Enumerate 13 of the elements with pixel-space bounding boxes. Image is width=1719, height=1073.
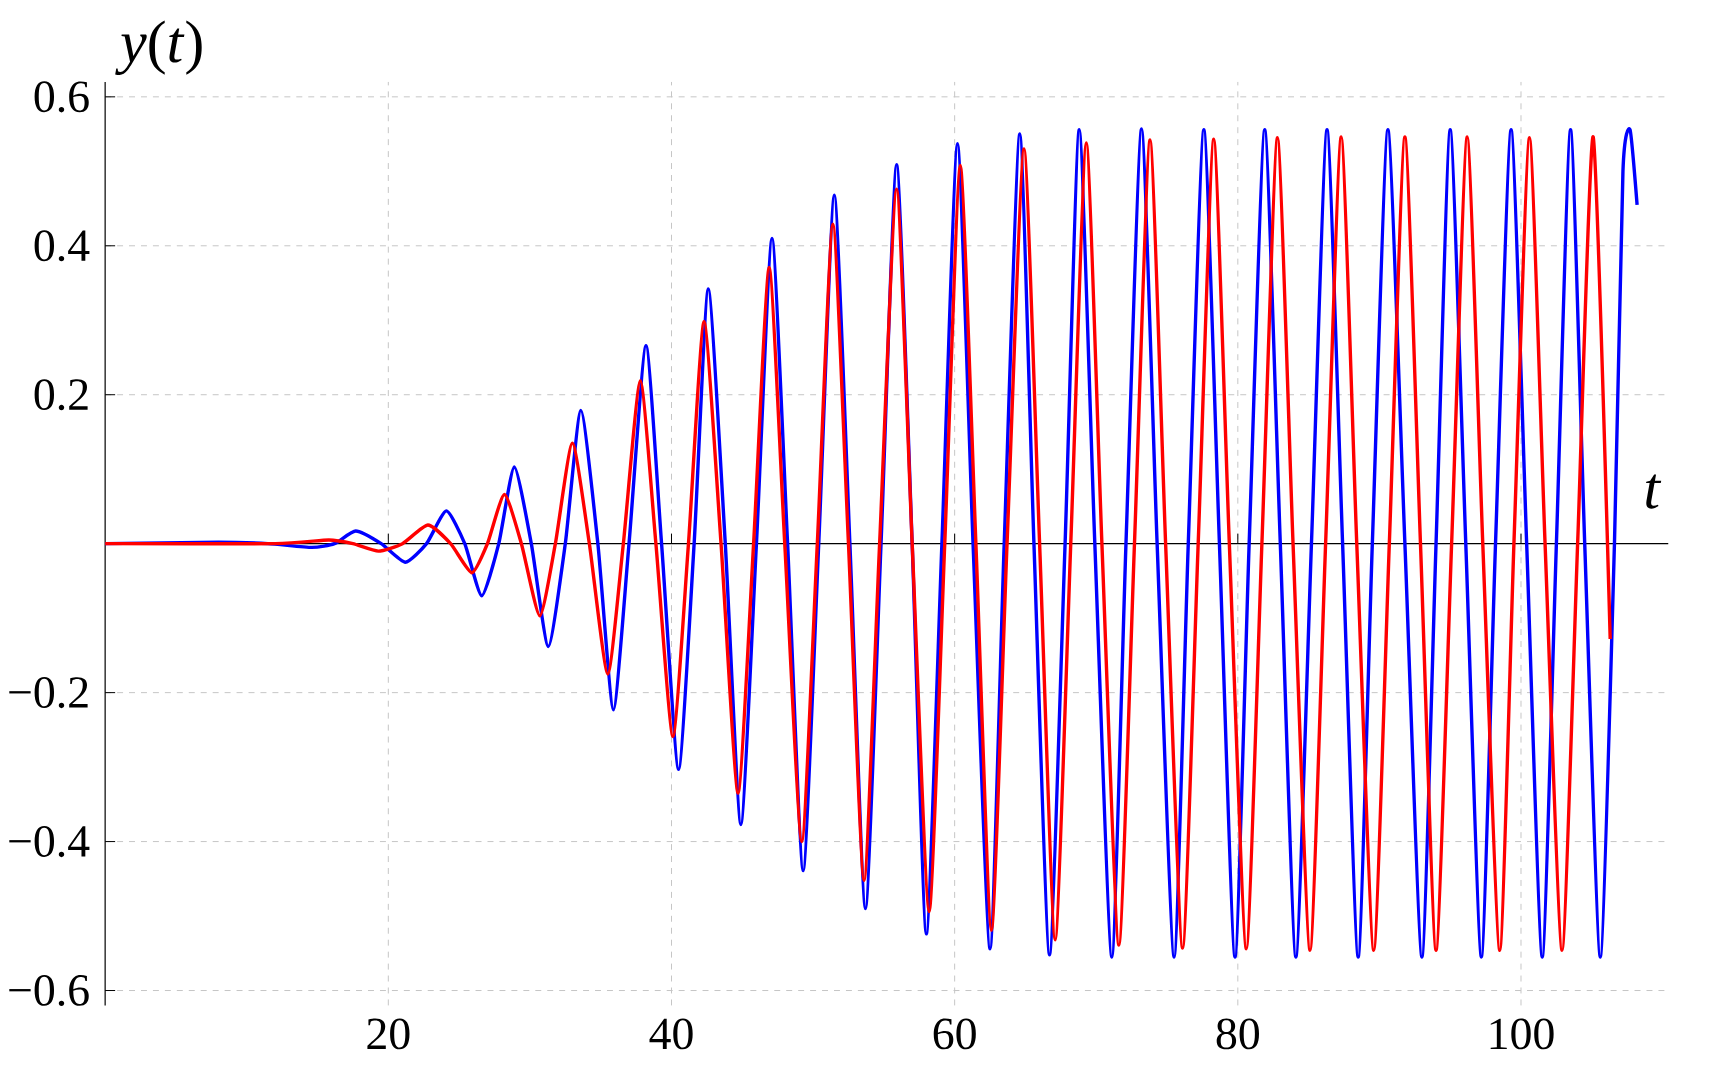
y-tick-label: −0.2 bbox=[9, 676, 88, 708]
y-tick-label: 0.6 bbox=[34, 81, 89, 113]
x-tick-label: 40 bbox=[649, 1018, 693, 1050]
x-tick-label: 80 bbox=[1216, 1018, 1259, 1050]
y-tick-label: 0.2 bbox=[34, 378, 88, 411]
y-tick-label: −0.6 bbox=[9, 974, 89, 1006]
x-tick-label: 60 bbox=[933, 1018, 976, 1050]
y-tick-label: 0.4 bbox=[34, 230, 90, 262]
x-axis-title: t bbox=[1646, 474, 1662, 509]
x-tick-label: 20 bbox=[367, 1018, 410, 1050]
x-tick-label: 100 bbox=[1490, 1018, 1554, 1050]
y-tick-label: −0.4 bbox=[9, 825, 90, 857]
y-axis-title: y(t) bbox=[115, 20, 202, 75]
